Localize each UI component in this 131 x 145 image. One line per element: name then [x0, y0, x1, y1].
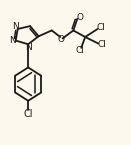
Text: N: N	[25, 43, 32, 52]
Text: Cl: Cl	[76, 46, 85, 55]
Text: O: O	[57, 35, 64, 44]
Text: Cl: Cl	[23, 109, 33, 119]
Text: N: N	[9, 36, 15, 45]
Text: N: N	[12, 22, 18, 31]
Text: O: O	[77, 13, 84, 22]
Text: Cl: Cl	[97, 40, 106, 49]
Text: Cl: Cl	[97, 23, 106, 32]
